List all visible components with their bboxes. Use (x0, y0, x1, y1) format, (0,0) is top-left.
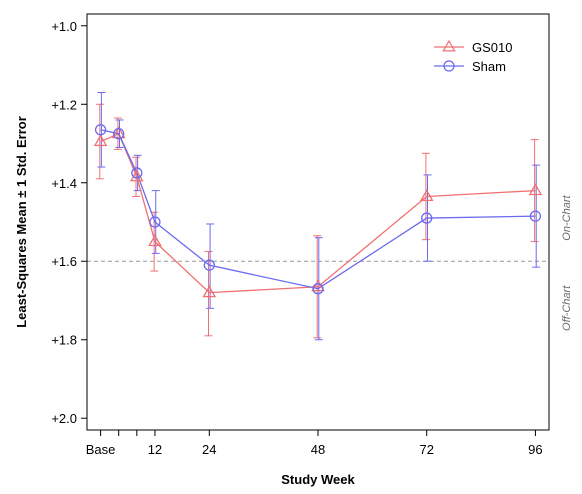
x-tick-label-3: 12 (148, 442, 162, 457)
error-bars (95, 91, 541, 341)
x-axis-title: Study Week (281, 472, 355, 487)
data-point-gs010-3 (148, 234, 162, 247)
y-tick-label-1: +1.2 (51, 97, 77, 112)
y-tick-label-2: +1.4 (51, 176, 77, 191)
data-point-sham-4 (203, 259, 215, 271)
legend: GS010 Sham (434, 39, 512, 74)
legend-marker-gs010 (442, 39, 456, 52)
y-tick-label-3: +1.6 (51, 254, 77, 269)
x-tick-label-5: 48 (311, 442, 325, 457)
x-tick-label-4: 24 (202, 442, 216, 457)
x-tick-label-0: Base (86, 442, 116, 457)
y-tick-label-5: +2.0 (51, 411, 77, 426)
data-point-gs010-1 (111, 126, 126, 139)
series-markers (93, 124, 543, 298)
legend-marker-sham (443, 60, 455, 72)
data-point-sham-5 (312, 283, 324, 295)
x-tick-label-7: 96 (528, 442, 542, 457)
legend-label-gs010: GS010 (472, 40, 512, 55)
error-bar-gs010-2 (132, 156, 141, 197)
series-lines (100, 129, 536, 294)
data-point-sham-2 (131, 167, 143, 179)
y-tick-label-4: +1.8 (51, 333, 77, 348)
data-point-gs010-6 (419, 189, 434, 202)
error-bar-sham-7 (532, 164, 541, 268)
error-bar-sham-4 (206, 223, 215, 309)
data-point-sham-3 (149, 216, 161, 228)
data-point-gs010-2 (129, 169, 144, 182)
series-line-gs010 (100, 132, 536, 294)
data-point-sham-1 (113, 128, 125, 140)
on-chart-zone-label: On-Chart (561, 195, 573, 241)
data-point-gs010-5 (311, 279, 325, 292)
y-axis-title: Least-Squares Mean ± 1 Std. Error (14, 116, 29, 328)
off-chart-zone-label: Off-Chart (561, 285, 573, 331)
series-line-sham (100, 129, 536, 290)
data-point-sham-0 (94, 124, 107, 136)
plot-frame (86, 13, 550, 431)
error-bar-gs010-0 (95, 103, 104, 180)
data-point-gs010-4 (202, 285, 217, 298)
x-axis: Base 12 24 48 72 96 (86, 430, 543, 457)
data-point-sham-7 (529, 210, 542, 222)
x-tick-label-6: 72 (419, 442, 433, 457)
data-point-gs010-7 (528, 183, 543, 196)
data-point-gs010-0 (93, 134, 108, 147)
error-bar-gs010-4 (204, 250, 213, 337)
legend-item-sham: Sham (434, 59, 506, 74)
y-tick-label-0: +1.0 (51, 19, 77, 34)
error-bar-sham-1 (115, 119, 124, 148)
data-point-sham-6 (421, 212, 433, 224)
legend-label-sham: Sham (472, 59, 506, 74)
legend-item-gs010: GS010 (434, 39, 512, 55)
y-axis: +1.0 +1.2 +1.4 +1.6 +1.8 +2.0 (51, 19, 87, 426)
